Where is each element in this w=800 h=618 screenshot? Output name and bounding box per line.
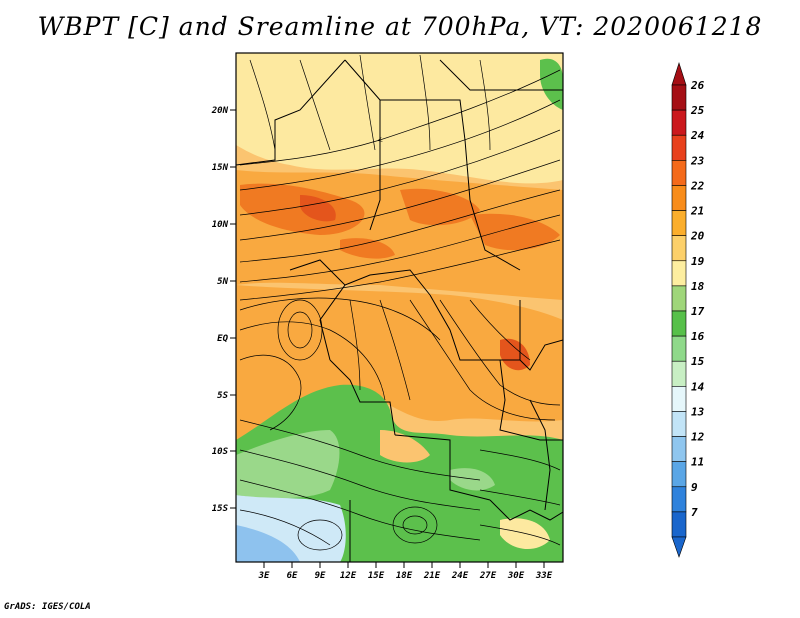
colorbar-label: 23 bbox=[690, 154, 705, 167]
colorbar-label: 24 bbox=[690, 129, 705, 142]
colorbar-swatch bbox=[671, 310, 687, 337]
colorbar-label: 7 bbox=[691, 506, 698, 519]
colorbar-swatch bbox=[671, 411, 687, 437]
lon-label: 15E bbox=[368, 571, 385, 581]
lat-label: 15N bbox=[212, 163, 229, 173]
lon-label: 27E bbox=[479, 571, 497, 581]
lat-label: EQ bbox=[217, 334, 228, 344]
lat-label: 5N bbox=[217, 277, 228, 287]
colorbar-swatch bbox=[671, 511, 687, 538]
lon-label: 12E bbox=[340, 571, 357, 581]
colorbar-label: 20 bbox=[690, 230, 705, 243]
colorbar-label: 18 bbox=[691, 280, 705, 293]
colorbar-bottom-arrow bbox=[671, 536, 687, 558]
colorbar-label: 14 bbox=[691, 380, 705, 393]
colorbar-swatch bbox=[671, 461, 687, 488]
colorbar-label: 13 bbox=[691, 405, 705, 418]
colorbar-swatch bbox=[671, 185, 687, 211]
colorbar-label: 19 bbox=[691, 255, 705, 268]
colorbar-top-arrow bbox=[671, 62, 687, 86]
colorbar-swatch bbox=[671, 360, 687, 387]
colorbar-swatch bbox=[671, 335, 687, 362]
colorbar-swatch bbox=[671, 84, 687, 111]
lon-label: 6E bbox=[287, 571, 298, 581]
colorbar-swatch bbox=[671, 386, 687, 412]
colorbar-label: 17 bbox=[691, 305, 705, 318]
colorbar-label: 22 bbox=[690, 179, 705, 192]
colorbar-swatch bbox=[671, 260, 687, 287]
lon-label: 21E bbox=[423, 571, 441, 581]
colorbar-label: 26 bbox=[690, 79, 705, 92]
colorbar-label: 9 bbox=[691, 481, 698, 494]
lat-label: 5S bbox=[217, 391, 228, 401]
colorbar-label: 11 bbox=[691, 456, 704, 469]
lat-label: 10S bbox=[212, 447, 229, 457]
colorbar-swatch bbox=[671, 235, 687, 262]
lon-axis: 3E 6E 9E 12E 15E 18E 21E 24E 27E 30E 33E bbox=[258, 562, 553, 581]
colorbar-label: 16 bbox=[691, 330, 705, 343]
lon-label: 3E bbox=[258, 571, 270, 581]
lon-label: 33E bbox=[535, 571, 553, 581]
lon-label: 30E bbox=[507, 571, 525, 581]
colorbar-label: 12 bbox=[691, 431, 705, 444]
colorbar-swatch bbox=[671, 486, 687, 513]
lon-label: 9E bbox=[315, 571, 326, 581]
map-frame bbox=[235, 52, 564, 563]
colorbar-swatch bbox=[671, 134, 687, 161]
colorbar-label: 15 bbox=[691, 355, 705, 368]
country-borders bbox=[236, 59, 563, 562]
colorbar-swatch bbox=[671, 210, 687, 236]
colorbar-swatch bbox=[671, 109, 687, 136]
map-title: WBPT [C] and Sreamline at 700hPa, VT: 20… bbox=[37, 12, 763, 41]
lat-label: 10N bbox=[212, 220, 229, 230]
colorbar-label: 21 bbox=[690, 205, 704, 218]
lat-axis: 20N 15N 10N 5N EQ 5S 10S 15S bbox=[211, 106, 236, 514]
wbpt-shaded-field bbox=[236, 53, 563, 562]
colorbar-swatch bbox=[671, 436, 687, 462]
colorbar-label: 25 bbox=[690, 104, 705, 117]
lat-label: 15S bbox=[212, 504, 229, 514]
lon-label: 18E bbox=[396, 571, 413, 581]
colorbar: 26 25 24 23 22 21 20 19 18 17 16 15 14 13 12 11 9 7 bbox=[671, 62, 705, 558]
lat-label: 20N bbox=[211, 106, 229, 116]
credit-text: GrADS: IGES/COLA bbox=[4, 602, 91, 612]
lon-label: 24E bbox=[451, 571, 469, 581]
colorbar-swatch bbox=[671, 285, 687, 312]
colorbar-swatch bbox=[671, 160, 687, 186]
